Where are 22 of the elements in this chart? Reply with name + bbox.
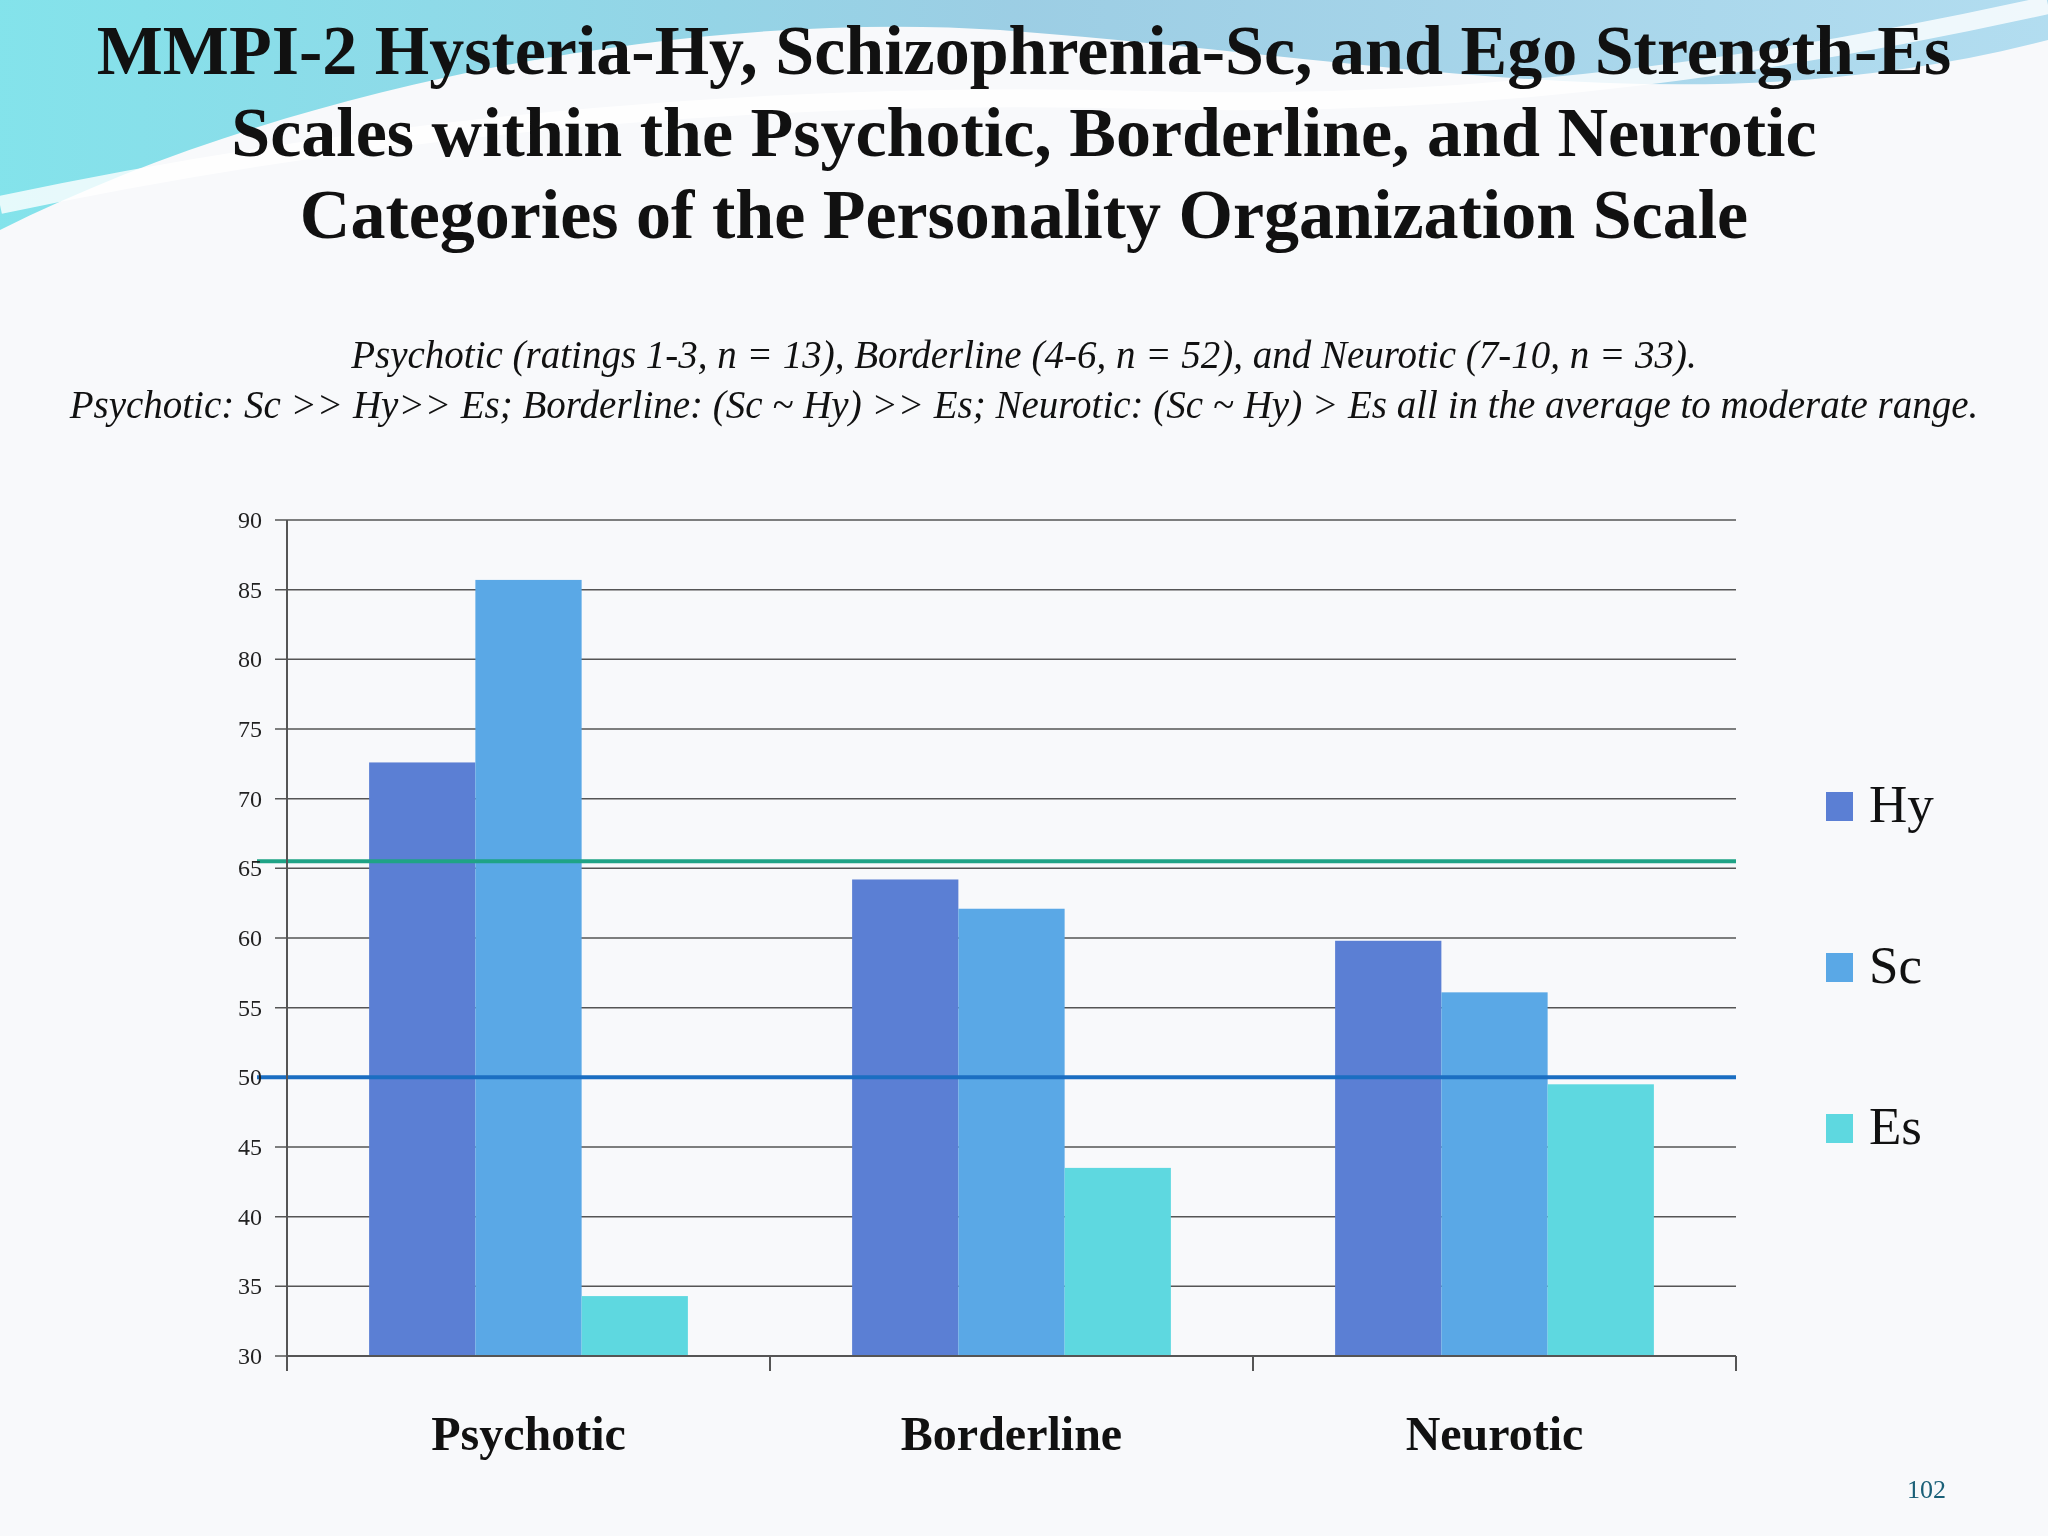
legend-label: Es [1869, 1097, 1922, 1155]
chart-subtitle: Psychotic (ratings 1-3, n = 13), Borderline (4-6, n = 52), and Neurotic (7-10, n = 33). Psychotic: Sc >> Hy>> Es; Borderline: (Sc ~ Hy) >> Es; Neurotic: (Sc ~ Hy) > Es all in the average to moderate range. [68, 333, 1979, 427]
x-tick-label: Borderline [900, 1407, 1123, 1460]
y-tick-label: 40 [238, 1203, 262, 1230]
y-tick-label: 85 [238, 576, 262, 603]
y-tick-label: 90 [238, 507, 262, 533]
x-tick-label: Psychotic [431, 1407, 626, 1460]
y-tick-label: 60 [238, 925, 262, 951]
legend-label: Hy [1869, 775, 1935, 833]
chart-title: MMPI-2 Hysteria-Hy, Schizophrenia-Sc, and Ego Strength-Es Scales within the Psychotic, Borderline, and Neurotic Categories of the Personality Organization Scale [96, 12, 1952, 253]
y-tick-label: 50 [238, 1064, 262, 1091]
y-tick-label: 70 [238, 785, 262, 812]
x-tick-label: Neurotic [1405, 1407, 1584, 1460]
text: 102 [1907, 1475, 1946, 1504]
y-tick-label: 55 [238, 994, 262, 1021]
y-tick-label: 30 [238, 1343, 262, 1369]
y-tick-label: 45 [238, 1134, 262, 1160]
legend-label: Sc [1869, 936, 1922, 994]
y-tick-label: 75 [238, 716, 262, 742]
y-tick-label: 35 [238, 1273, 262, 1300]
y-tick-label: 80 [238, 646, 262, 673]
y-tick-label: 65 [238, 855, 262, 882]
